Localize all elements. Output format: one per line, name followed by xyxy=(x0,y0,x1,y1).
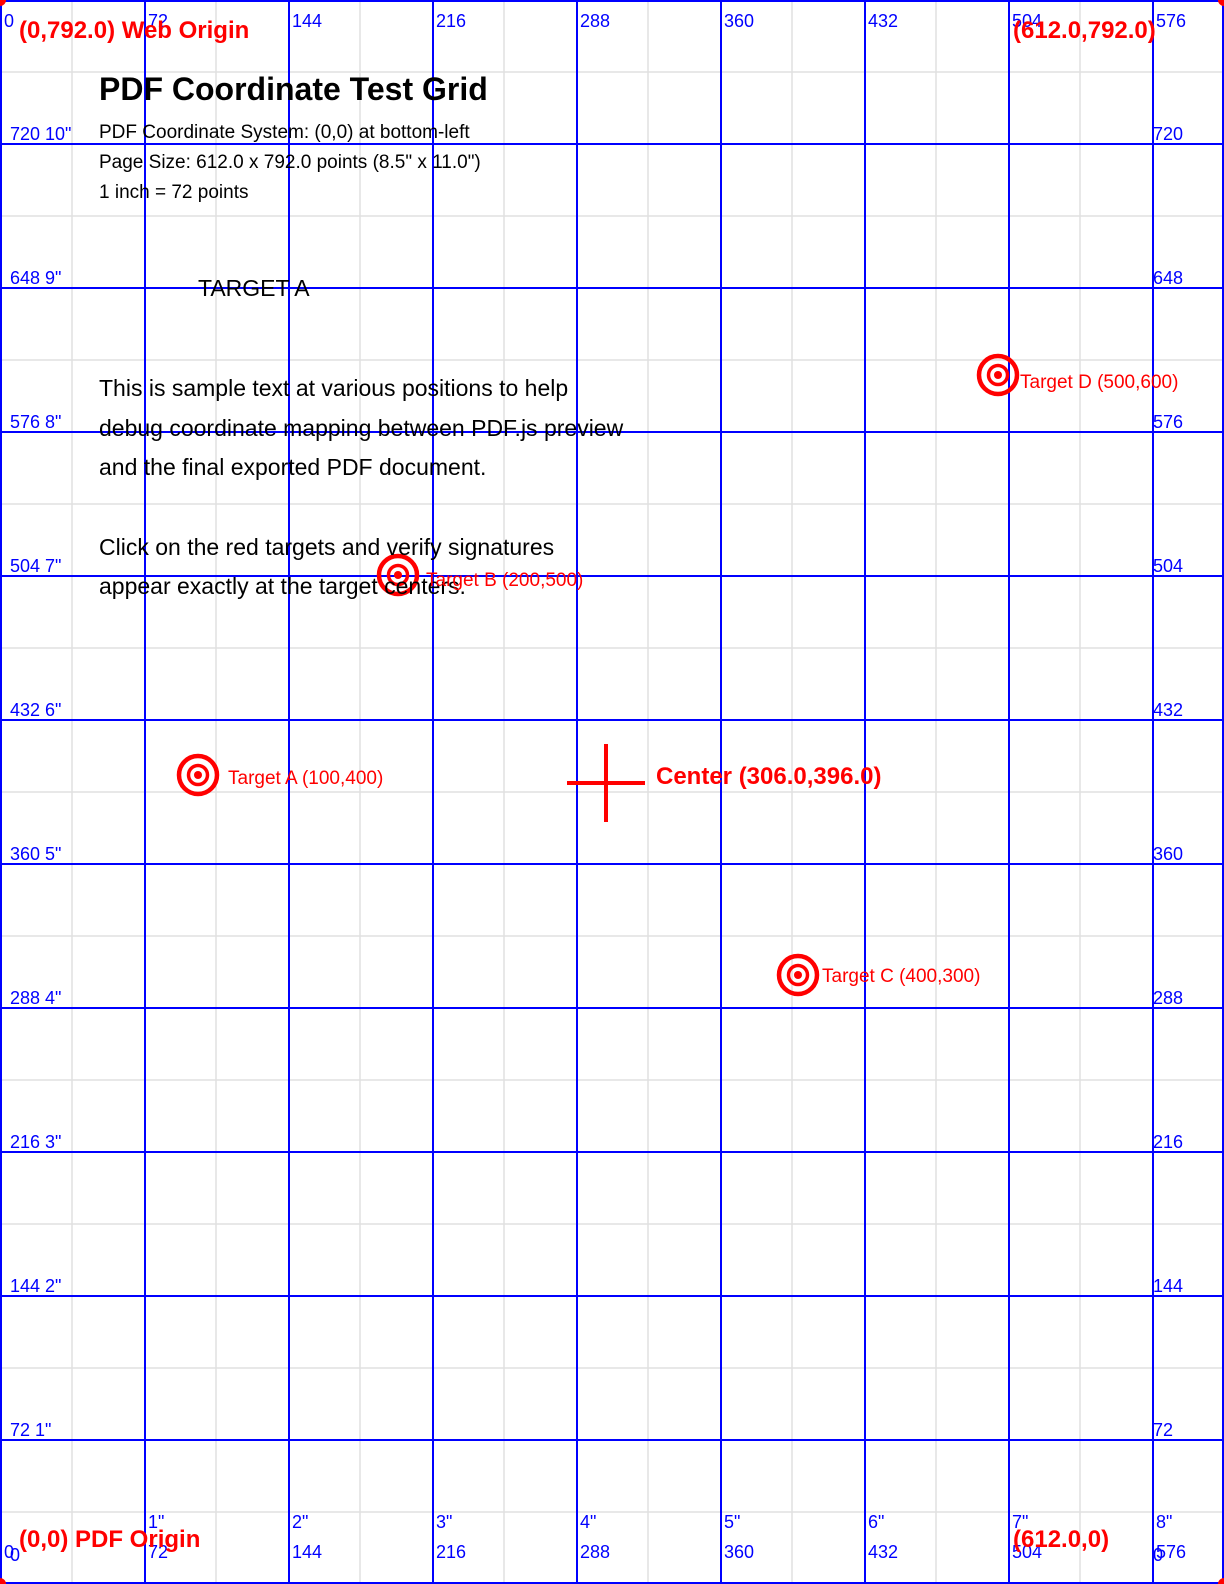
bottom-inch-label: 4" xyxy=(580,1512,597,1532)
top-tick-label: 432 xyxy=(868,11,899,31)
target-ring-icon xyxy=(986,363,1010,387)
top-tick-label: 144 xyxy=(292,11,323,31)
left-tick-label: 0 xyxy=(10,1545,21,1565)
left-tick-label: 216 3" xyxy=(10,1132,62,1152)
body-text-line: This is sample text at various positions… xyxy=(99,375,569,401)
target-ring-icon xyxy=(386,563,410,587)
bottom-tick-label: 72 xyxy=(148,1542,169,1562)
left-tick-label: 720 10" xyxy=(10,124,72,144)
right-tick-label: 360 xyxy=(1153,844,1184,864)
target-dot-icon xyxy=(394,571,402,579)
bottom-tick-label: 504 xyxy=(1012,1542,1043,1562)
target-dot-icon xyxy=(794,971,802,979)
top-tick-label: 216 xyxy=(436,11,467,31)
corner-dot xyxy=(0,1578,6,1584)
bottom-tick-label: 432 xyxy=(868,1542,899,1562)
target-dot-icon xyxy=(994,371,1002,379)
page-title: PDF Coordinate Test Grid xyxy=(99,71,488,107)
top-tick-label: 72 xyxy=(148,11,169,31)
left-tick-label: 72 1" xyxy=(10,1420,52,1440)
target-markers xyxy=(176,353,1020,997)
top-tick-label: 576 xyxy=(1156,11,1187,31)
right-tick-label: 216 xyxy=(1153,1132,1184,1152)
corner-label-top-left: (0,792.0) Web Origin xyxy=(19,17,250,44)
bottom-tick-label: 288 xyxy=(580,1542,611,1562)
left-tick-label: 360 5" xyxy=(10,844,62,864)
top-tick-label: 0 xyxy=(4,11,15,31)
bottom-tick-label: 360 xyxy=(724,1542,755,1562)
target-label: Target B (200,500) xyxy=(426,570,584,591)
bottom-tick-label: 576 xyxy=(1156,1542,1187,1562)
corner-label-top-right: (612.0,792.0) xyxy=(1013,17,1156,44)
target-ring-icon xyxy=(186,763,210,787)
target-a-text-label: TARGET A xyxy=(198,275,310,301)
corner-label-bottom-right: (612.0,0) xyxy=(1013,1526,1110,1553)
right-tick-label: 288 xyxy=(1153,988,1184,1008)
bottom-tick-label: 216 xyxy=(436,1542,467,1562)
top-tick-label: 504 xyxy=(1012,11,1043,31)
bottom-inch-label: 6" xyxy=(868,1512,885,1532)
target-ring-icon xyxy=(176,753,220,797)
right-tick-label: 576 xyxy=(1153,412,1184,432)
bottom-inch-label: 7" xyxy=(1012,1512,1029,1532)
target-label: Target A (100,400) xyxy=(228,768,384,789)
body-text-line: and the final exported PDF document. xyxy=(99,454,487,480)
body-text-line: appear exactly at the target centers. xyxy=(99,573,466,599)
top-tick-label: 288 xyxy=(580,11,611,31)
corner-dot xyxy=(1218,0,1224,6)
bottom-inch-label: 1" xyxy=(148,1512,165,1532)
top-tick-label: 360 xyxy=(724,11,755,31)
info-line-page-size: Page Size: 612.0 x 792.0 points (8.5" x … xyxy=(99,152,481,173)
info-line-inch-points: 1 inch = 72 points xyxy=(99,182,249,203)
right-tick-label: 648 xyxy=(1153,268,1184,288)
left-tick-label: 288 4" xyxy=(10,988,62,1008)
left-tick-label: 576 8" xyxy=(10,412,62,432)
target-dot-icon xyxy=(194,771,202,779)
right-tick-label: 432 xyxy=(1153,700,1184,720)
target-label: Target D (500,600) xyxy=(1020,372,1179,393)
center-label: Center (306.0,396.0) xyxy=(656,763,882,790)
target-ring-icon xyxy=(976,353,1020,397)
left-tick-label: 504 7" xyxy=(10,556,62,576)
left-tick-label: 432 6" xyxy=(10,700,62,720)
right-tick-label: 72 xyxy=(1153,1420,1174,1440)
body-text-line: debug coordinate mapping between PDF.js … xyxy=(99,415,624,441)
bottom-inch-label: 3" xyxy=(436,1512,453,1532)
target-ring-icon xyxy=(776,953,820,997)
bottom-tick-label: 0 xyxy=(4,1542,15,1562)
bottom-inch-label: 8" xyxy=(1156,1512,1173,1532)
corner-dot xyxy=(0,0,6,6)
center-crosshair-icon xyxy=(567,744,645,822)
right-tick-label: 0 xyxy=(1153,1545,1164,1565)
left-tick-label: 648 9" xyxy=(10,268,62,288)
bottom-tick-label: 144 xyxy=(292,1542,323,1562)
body-text-line: Click on the red targets and verify sign… xyxy=(99,534,555,560)
info-line-coordinate-system: PDF Coordinate System: (0,0) at bottom-l… xyxy=(99,122,470,143)
target-ring-icon xyxy=(786,963,810,987)
target-label: Target C (400,300) xyxy=(822,966,981,987)
right-tick-label: 720 xyxy=(1153,124,1184,144)
right-tick-label: 144 xyxy=(1153,1276,1184,1296)
bottom-inch-label: 2" xyxy=(292,1512,309,1532)
right-tick-label: 504 xyxy=(1153,556,1184,576)
left-tick-label: 144 2" xyxy=(10,1276,62,1296)
corner-label-bottom-left: (0,0) PDF Origin xyxy=(19,1526,201,1553)
target-ring-icon xyxy=(376,553,420,597)
bottom-inch-label: 5" xyxy=(724,1512,741,1532)
corner-dot xyxy=(1218,1578,1224,1584)
